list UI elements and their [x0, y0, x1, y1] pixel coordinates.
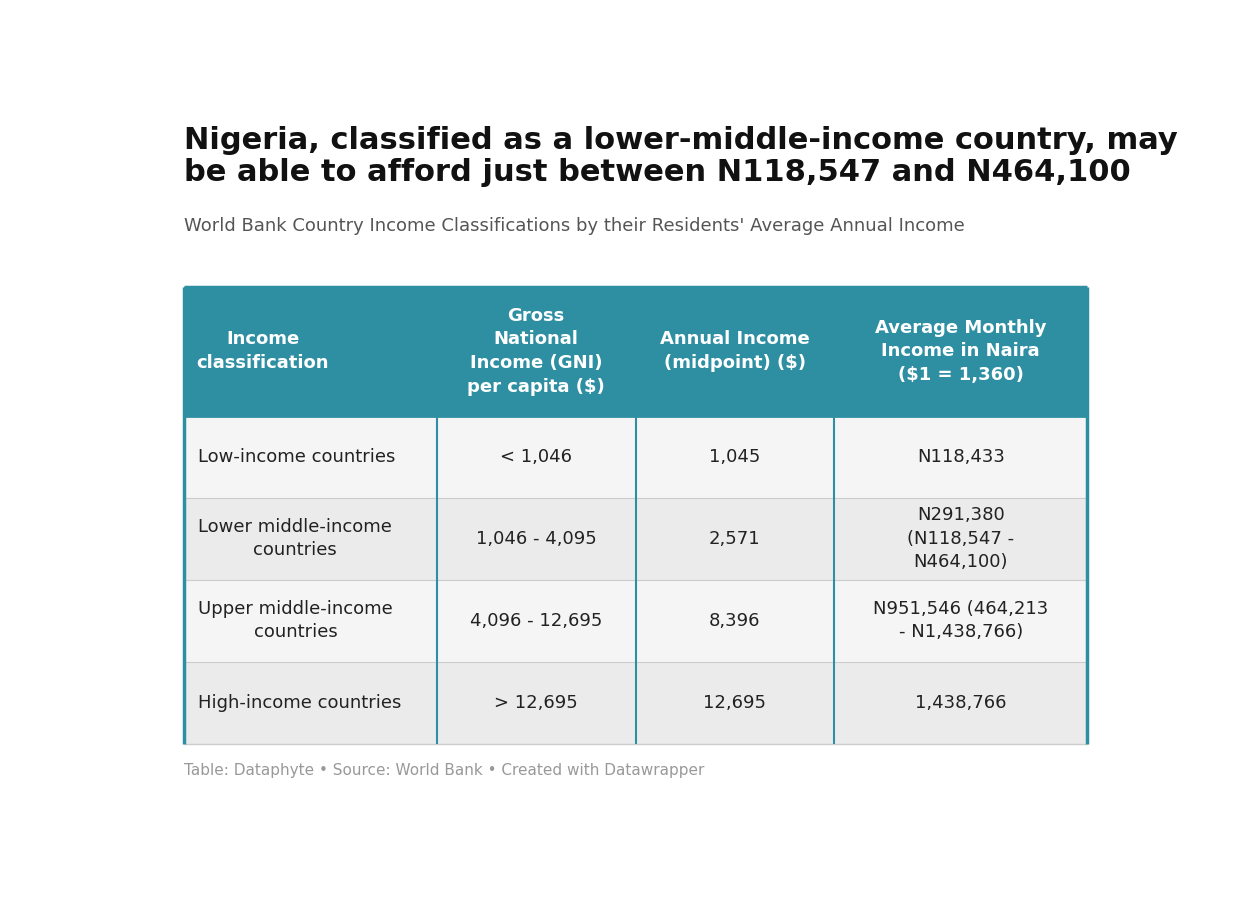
Text: Table: Dataphyte • Source: World Bank • Created with Datawrapper: Table: Dataphyte • Source: World Bank • …	[184, 764, 704, 778]
Text: > 12,695: > 12,695	[495, 694, 578, 711]
Bar	[184, 286, 1087, 416]
Text: World Bank Country Income Classifications by their Residents' Average Annual Inc: World Bank Country Income Classification…	[184, 217, 965, 235]
Text: Lower middle-income
countries: Lower middle-income countries	[198, 518, 392, 559]
Text: Gross
National
Income (GNI)
per capita ($): Gross National Income (GNI) per capita (…	[467, 307, 605, 396]
Text: 8,396: 8,396	[709, 612, 760, 630]
Text: Upper middle-income
countries: Upper middle-income countries	[198, 600, 393, 641]
Bar	[184, 497, 1087, 580]
Text: Low-income countries: Low-income countries	[198, 448, 396, 466]
Bar	[184, 416, 1087, 497]
Text: 12,695: 12,695	[703, 694, 766, 711]
Text: N291,380
(N118,547 -
N464,100): N291,380 (N118,547 - N464,100)	[908, 506, 1014, 571]
Bar	[184, 661, 1087, 744]
Text: Average Monthly
Income in Naira
($1 = 1,360): Average Monthly Income in Naira ($1 = 1,…	[875, 319, 1047, 384]
Bar	[184, 580, 1087, 661]
Text: 1,438,766: 1,438,766	[915, 694, 1007, 711]
Text: be able to afford just between N118,547 and N464,100: be able to afford just between N118,547 …	[184, 158, 1131, 187]
Text: High-income countries: High-income countries	[198, 694, 402, 711]
Text: Income
classification: Income classification	[196, 331, 329, 372]
Text: 4,096 - 12,695: 4,096 - 12,695	[470, 612, 603, 630]
Text: Nigeria, classified as a lower-middle-income country, may: Nigeria, classified as a lower-middle-in…	[184, 126, 1178, 155]
Text: N951,546 (464,213
- N1,438,766): N951,546 (464,213 - N1,438,766)	[873, 600, 1048, 641]
Text: < 1,046: < 1,046	[500, 448, 572, 466]
Text: 2,571: 2,571	[709, 530, 760, 547]
Text: N118,433: N118,433	[916, 448, 1004, 466]
Text: Annual Income
(midpoint) ($): Annual Income (midpoint) ($)	[660, 331, 810, 372]
Text: 1,046 - 4,095: 1,046 - 4,095	[476, 530, 596, 547]
Text: 1,045: 1,045	[709, 448, 760, 466]
